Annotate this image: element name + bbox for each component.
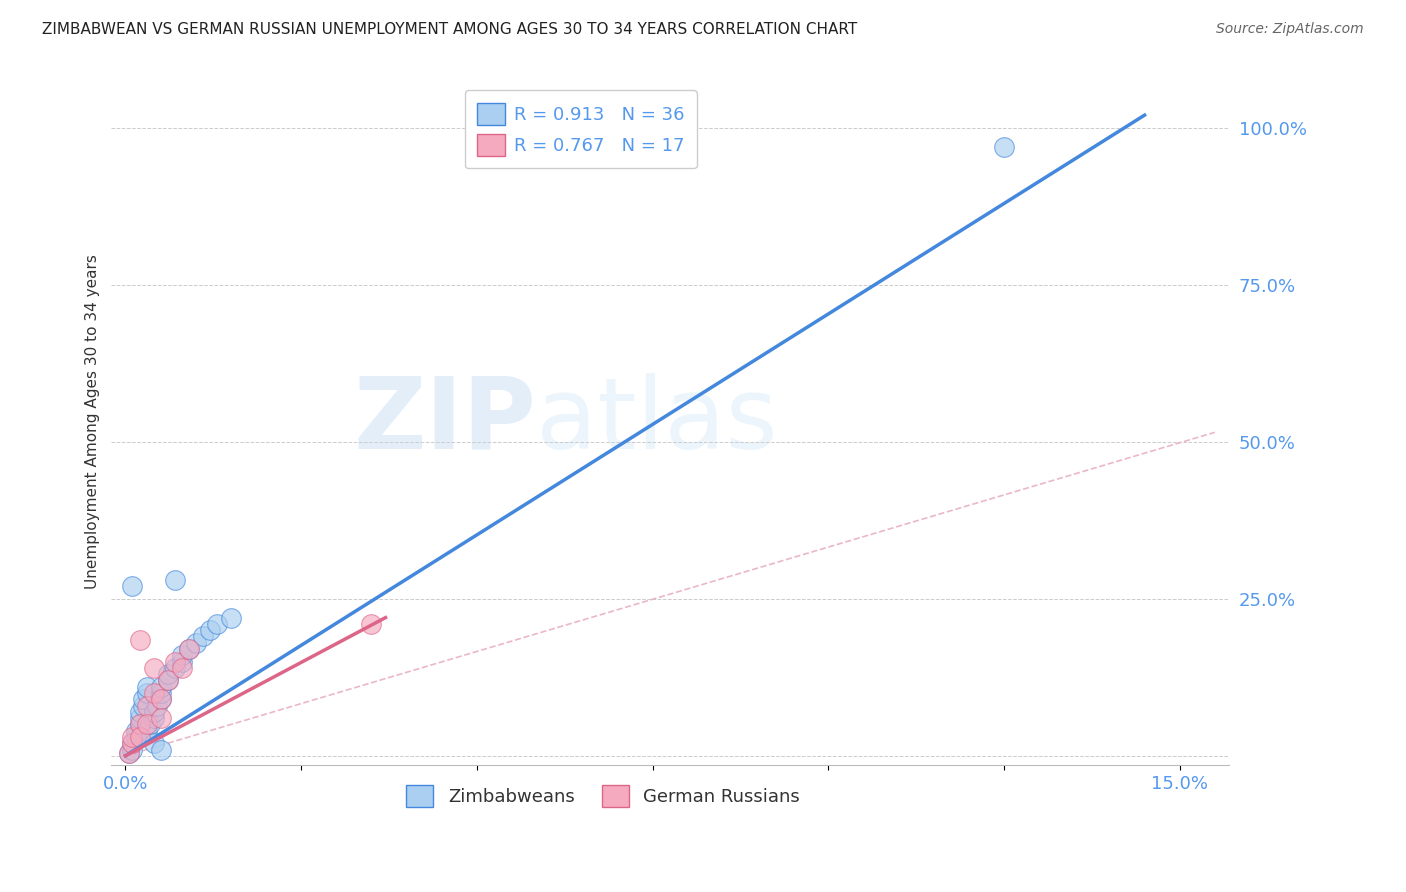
Point xyxy=(135,717,157,731)
Point xyxy=(128,711,150,725)
Point xyxy=(139,717,162,731)
Point xyxy=(142,661,165,675)
Point xyxy=(149,692,172,706)
Text: Source: ZipAtlas.com: Source: ZipAtlas.com xyxy=(1216,22,1364,37)
Text: ZIMBABWEAN VS GERMAN RUSSIAN UNEMPLOYMENT AMONG AGES 30 TO 34 YEARS CORRELATION : ZIMBABWEAN VS GERMAN RUSSIAN UNEMPLOYMEN… xyxy=(42,22,858,37)
Point xyxy=(135,698,157,713)
Point xyxy=(118,746,141,760)
Point xyxy=(360,616,382,631)
Point xyxy=(142,736,165,750)
Point xyxy=(146,698,169,713)
Point xyxy=(170,648,193,663)
Text: ZIP: ZIP xyxy=(353,373,536,470)
Point xyxy=(135,723,157,738)
Point xyxy=(121,742,143,756)
Point xyxy=(177,642,200,657)
Point xyxy=(163,661,186,675)
Point xyxy=(125,730,148,744)
Legend: Zimbabweans, German Russians: Zimbabweans, German Russians xyxy=(399,778,807,814)
Point xyxy=(121,736,143,750)
Point xyxy=(128,730,150,744)
Point xyxy=(128,717,150,731)
Point xyxy=(184,636,207,650)
Point xyxy=(156,673,179,688)
Point xyxy=(128,705,150,719)
Point xyxy=(205,616,228,631)
Point xyxy=(135,680,157,694)
Point xyxy=(118,746,141,760)
Text: atlas: atlas xyxy=(536,373,778,470)
Point xyxy=(121,730,143,744)
Point xyxy=(163,573,186,587)
Point xyxy=(149,680,172,694)
Point xyxy=(135,686,157,700)
Point xyxy=(170,655,193,669)
Point xyxy=(149,692,172,706)
Point xyxy=(219,610,242,624)
Point xyxy=(993,139,1015,153)
Point xyxy=(191,630,214,644)
Point xyxy=(121,736,143,750)
Y-axis label: Unemployment Among Ages 30 to 34 years: Unemployment Among Ages 30 to 34 years xyxy=(86,254,100,589)
Point xyxy=(132,692,155,706)
Point xyxy=(149,711,172,725)
Point xyxy=(156,667,179,681)
Point xyxy=(163,655,186,669)
Point xyxy=(198,623,221,637)
Point xyxy=(149,686,172,700)
Point xyxy=(149,742,172,756)
Point xyxy=(177,642,200,657)
Point xyxy=(121,579,143,593)
Point xyxy=(142,711,165,725)
Point xyxy=(142,705,165,719)
Point xyxy=(156,673,179,688)
Point xyxy=(128,632,150,647)
Point xyxy=(128,717,150,731)
Point xyxy=(142,686,165,700)
Point xyxy=(132,698,155,713)
Point xyxy=(125,723,148,738)
Point xyxy=(170,661,193,675)
